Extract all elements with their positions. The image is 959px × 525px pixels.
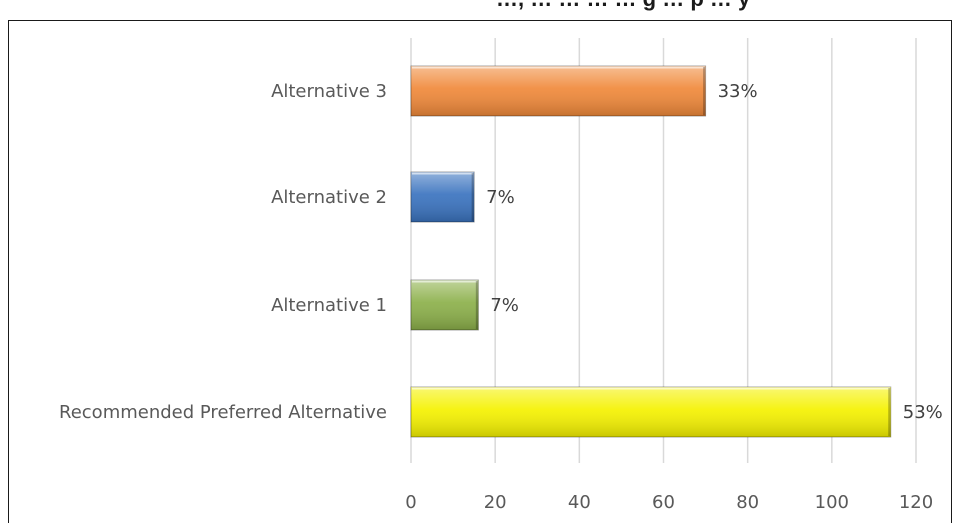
category-label-3: Recommended Preferred Alternative bbox=[59, 402, 387, 423]
bar-shine-0 bbox=[411, 66, 706, 116]
labels: 0 20 40 60 80 100 120 Alternative 3 33% Alternati… bbox=[59, 81, 943, 513]
category-label-1: Alternative 2 bbox=[271, 187, 387, 208]
x-tick-label-40: 40 bbox=[568, 492, 591, 513]
bar-shine-3 bbox=[411, 387, 891, 437]
data-label-2: 7% bbox=[490, 295, 519, 316]
x-tick-label-0: 0 bbox=[405, 492, 416, 513]
data-label-3: 53% bbox=[903, 402, 943, 423]
bar-shine-2 bbox=[411, 280, 479, 330]
x-tick-label-60: 60 bbox=[652, 492, 675, 513]
chart-frame bbox=[8, 20, 952, 523]
category-label-0: Alternative 3 bbox=[271, 81, 387, 102]
x-tick-label-120: 120 bbox=[899, 492, 933, 513]
x-tick-label-80: 80 bbox=[736, 492, 759, 513]
data-label-1: 7% bbox=[486, 187, 515, 208]
bar-shine-1 bbox=[411, 172, 475, 222]
bars bbox=[410, 65, 892, 438]
x-tick-label-100: 100 bbox=[815, 492, 849, 513]
category-label-2: Alternative 1 bbox=[271, 295, 387, 316]
chart-title-fragment: …, … … … … g … p … y bbox=[0, 0, 959, 21]
x-tick-label-20: 20 bbox=[484, 492, 507, 513]
chart-title-text: …, … … … … g … p … y bbox=[496, 0, 750, 12]
data-label-0: 33% bbox=[718, 81, 758, 102]
